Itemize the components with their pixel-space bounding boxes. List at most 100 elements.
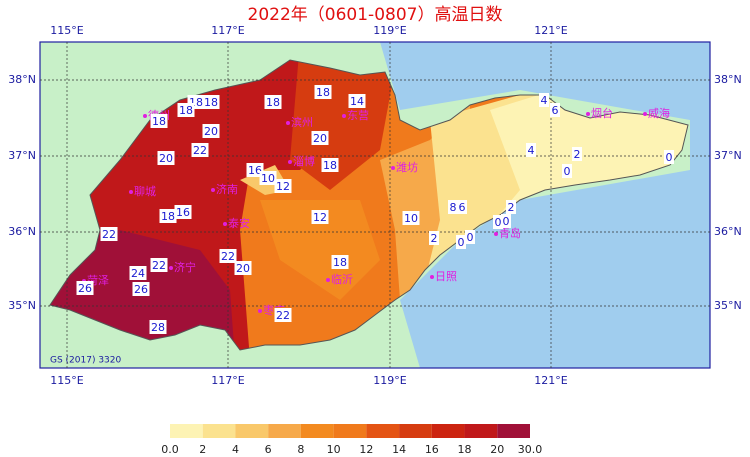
lon-label: 119°E <box>373 24 406 37</box>
contour-label-box <box>157 151 175 165</box>
contour-label: 16 <box>176 206 190 219</box>
lon-label: 115°E <box>50 374 83 387</box>
contour-label-box <box>76 281 94 295</box>
contour-label-box <box>159 209 177 223</box>
contour-label: 20 <box>236 262 250 275</box>
contour-label: 0 <box>495 216 502 229</box>
legend-tick: 16 <box>425 443 439 456</box>
contour-label: 8 <box>450 201 457 214</box>
legend-tick: 2 <box>199 443 206 456</box>
legend-swatch <box>202 424 236 438</box>
legend-swatch <box>464 424 498 438</box>
contour-label-box <box>493 215 503 229</box>
contour-label-box <box>456 235 466 249</box>
city-label: 威海 <box>648 106 670 120</box>
contour-label: 18 <box>161 210 175 223</box>
city-label: 济宁 <box>174 260 196 274</box>
contour-label: 2 <box>574 148 581 161</box>
legend-tick: 10 <box>327 443 341 456</box>
contour-label: 4 <box>541 94 548 107</box>
lon-label: 121°E <box>534 24 567 37</box>
contour-label-box <box>234 261 252 275</box>
contour-label-box <box>321 158 339 172</box>
contour-label: 0 <box>666 151 673 164</box>
legend-tick: 4 <box>232 443 239 456</box>
city-dot <box>586 112 590 116</box>
contour-label: 18 <box>204 96 218 109</box>
city-dot <box>430 275 434 279</box>
city-label: 日照 <box>435 270 457 283</box>
lat-label: 38°N <box>714 73 742 86</box>
city-label: 青岛 <box>499 226 521 240</box>
city-label: 济南 <box>216 182 238 196</box>
legend-swatch <box>333 424 367 438</box>
city-dot <box>288 160 292 164</box>
city-dot <box>211 188 215 192</box>
contour-label: 10 <box>404 212 418 225</box>
contour-label: 18 <box>323 159 337 172</box>
contour-label: 22 <box>102 228 116 241</box>
contour-label-box <box>132 282 150 296</box>
legend-swatch <box>170 424 203 438</box>
legend-tick: 20 <box>490 443 504 456</box>
legend-tick: 30.0 <box>518 443 543 456</box>
legend-tick: 18 <box>458 443 472 456</box>
contour-label-box <box>562 164 572 178</box>
contour-label-box <box>219 249 237 263</box>
legend: 0.0 2 4 6 8 10 12 14 16 18 20 30.0 <box>161 424 542 456</box>
contour-label: 18 <box>316 86 330 99</box>
contour-label: 12 <box>276 180 290 193</box>
contour-label: 28 <box>151 321 165 334</box>
contour-label-box <box>191 143 209 157</box>
contour-label-box <box>259 171 277 185</box>
map-title: 2022年（0601-0807）高温日数 <box>248 5 503 25</box>
contour-label-box <box>274 179 292 193</box>
contour-label: 0 <box>503 215 510 228</box>
contour-label: 22 <box>276 309 290 322</box>
contour-label-box <box>539 93 549 107</box>
contour-label-box <box>550 103 560 117</box>
contour-label-box <box>465 230 475 244</box>
legend-tick: 0.0 <box>161 443 179 456</box>
contour-label-box <box>501 214 511 228</box>
lat-label: 35°N <box>714 299 742 312</box>
contour-label: 20 <box>204 125 218 138</box>
lat-label: 38°N <box>8 73 36 86</box>
contour-label-box <box>149 320 167 334</box>
contour-label: 0 <box>564 165 571 178</box>
lon-label: 119°E <box>373 374 406 387</box>
contour-label-box <box>174 205 192 219</box>
contour-label-box <box>448 200 458 214</box>
city-dot <box>223 222 227 226</box>
city-label: 滨州 <box>291 115 313 129</box>
contour-label: 22 <box>193 144 207 157</box>
legend-swatch <box>235 424 269 438</box>
city-label: 临沂 <box>331 272 353 286</box>
contour-label-box <box>177 103 195 117</box>
legend-swatch <box>366 424 400 438</box>
contour-label: 16 <box>248 164 262 177</box>
contour-label: 26 <box>78 282 92 295</box>
contour-label-box <box>664 150 674 164</box>
map-note: GS (2017) 3320 <box>50 356 122 366</box>
contour-label: 12 <box>313 211 327 224</box>
contour-label: 18 <box>179 104 193 117</box>
lon-label: 115°E <box>50 24 83 37</box>
contour-label: 14 <box>350 95 364 108</box>
lat-label: 37°N <box>8 149 36 162</box>
contour-label-box <box>348 94 366 108</box>
city-dot <box>129 190 133 194</box>
city-dot <box>286 121 290 125</box>
city-label: 淄博 <box>293 155 315 168</box>
city-label: 潍坊 <box>396 160 418 174</box>
legend-tick: 8 <box>297 443 304 456</box>
legend-swatch <box>431 424 465 438</box>
contour-label: 18 <box>266 96 280 109</box>
lat-label: 37°N <box>714 149 742 162</box>
city-dot <box>643 112 647 116</box>
contour-label-box <box>129 266 147 280</box>
lat-label: 36°N <box>714 225 742 238</box>
city-dot <box>342 114 346 118</box>
legend-swatch <box>300 424 334 438</box>
